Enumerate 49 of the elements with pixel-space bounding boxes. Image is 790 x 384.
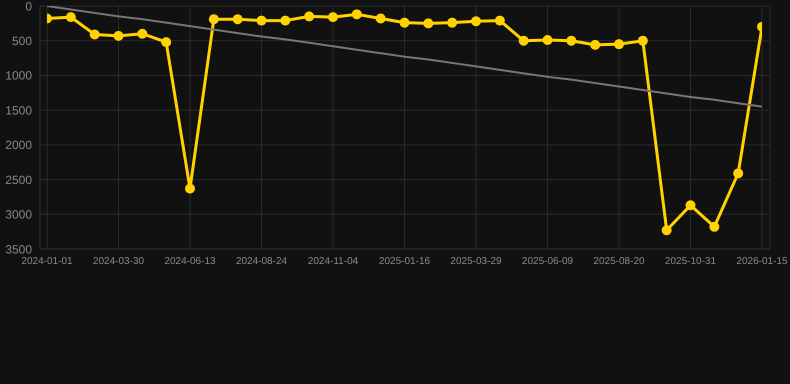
y-tick-label: 0: [25, 0, 32, 14]
point: [376, 13, 386, 24]
point: [185, 184, 195, 194]
x-tick-label: 2024-11-04: [308, 256, 359, 268]
point: [709, 222, 720, 232]
point: [471, 16, 481, 26]
x-tick-label: 2025-06-09: [522, 256, 574, 268]
point: [66, 12, 76, 22]
point: [542, 35, 552, 46]
point: [733, 168, 744, 178]
y-tick-label: 1000: [5, 68, 32, 83]
x-tick-label: 2025-10-31: [664, 256, 717, 268]
x-tick-label: 2024-03-30: [92, 256, 145, 268]
point: [161, 37, 172, 48]
x-tick-label: 2024-06-13: [164, 256, 216, 268]
line-series: [47, 6, 762, 108]
y-tick-label: 1500: [5, 103, 32, 118]
y-tick-label: 2000: [5, 138, 32, 152]
point: [90, 29, 100, 40]
y-tick-label: 2500: [5, 172, 32, 187]
point: [400, 18, 410, 28]
point: [566, 36, 576, 46]
point: [137, 28, 148, 39]
point: [423, 18, 434, 28]
point: [114, 30, 124, 41]
point: [494, 16, 505, 26]
y-tick-label: 3000: [5, 208, 32, 222]
x-tick-label: 2024-08-24: [236, 256, 288, 268]
point: [304, 11, 314, 22]
point: [208, 14, 219, 24]
point: [256, 16, 266, 26]
x-tick-label: 2025-08-20: [593, 256, 646, 268]
x-tick-label: 2026-01-15: [736, 256, 788, 268]
y-tick-label: 3500: [5, 242, 32, 256]
x-tick-label: 2025-01-16: [378, 256, 431, 268]
point: [614, 39, 624, 50]
point: [352, 9, 362, 20]
point: [590, 40, 600, 50]
x-tick-label: 2024-01-01: [21, 256, 74, 268]
x-tick-label: 2025-03-29: [450, 256, 502, 268]
point: [638, 36, 648, 46]
y-tick-label: 500: [12, 34, 32, 48]
point: [328, 12, 338, 22]
point: [686, 200, 696, 210]
point: [518, 36, 529, 46]
point: [280, 16, 290, 26]
point: [662, 225, 672, 236]
point: [447, 18, 458, 28]
point: [232, 14, 243, 24]
